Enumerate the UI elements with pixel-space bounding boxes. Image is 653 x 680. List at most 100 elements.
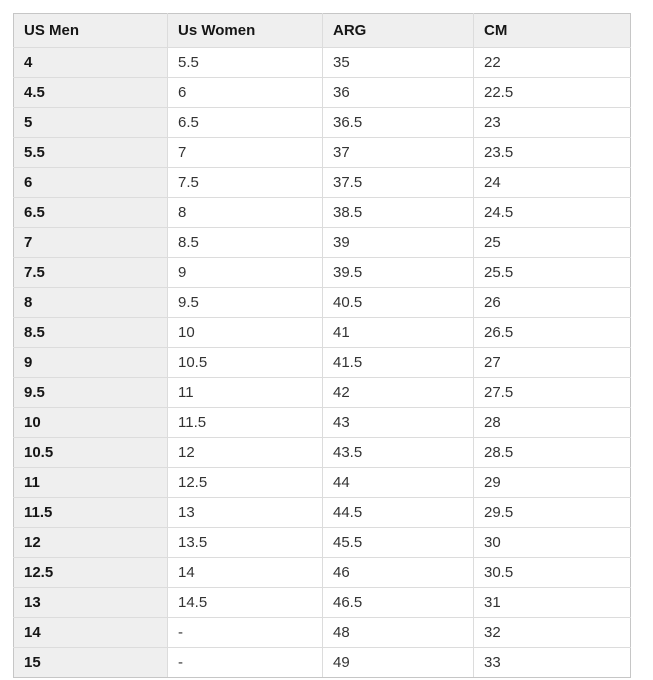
table-cell: 8.5	[167, 227, 323, 258]
row-header-cell: 4	[13, 47, 168, 78]
table-cell: 24	[473, 167, 631, 198]
table-row: 4 5.5 35 22	[13, 47, 631, 78]
column-header-arg: ARG	[322, 13, 474, 48]
table-body: 4 5.5 35 22 4.5 6 36 22.5 5 6.5 36.5 23 5.5 7 37 23.5 6 7…	[13, 47, 631, 678]
table-cell: 40.5	[322, 287, 474, 318]
table-row: 13 14.5 46.5 31	[13, 587, 631, 618]
table-row: 6.5 8 38.5 24.5	[13, 197, 631, 228]
row-header-cell: 11.5	[13, 497, 168, 528]
table-row: 5.5 7 37 23.5	[13, 137, 631, 168]
table-cell: 13	[167, 497, 323, 528]
table-cell: 46.5	[322, 587, 474, 618]
table-cell: 31	[473, 587, 631, 618]
table-cell: 8	[167, 197, 323, 228]
table-row: 8.5 10 41 26.5	[13, 317, 631, 348]
header-row: US Men Us Women ARG CM	[13, 13, 631, 48]
row-header-cell: 5.5	[13, 137, 168, 168]
row-header-cell: 7.5	[13, 257, 168, 288]
row-header-cell: 13	[13, 587, 168, 618]
table-cell: 12	[167, 437, 323, 468]
table-cell: 24.5	[473, 197, 631, 228]
row-header-cell: 15	[13, 647, 168, 678]
table-row: 14-48 32	[13, 617, 631, 648]
table-cell: 37	[322, 137, 474, 168]
table-cell: 41.5	[322, 347, 474, 378]
row-header-cell: 8	[13, 287, 168, 318]
table-cell: 45.5	[322, 527, 474, 558]
table-cell: 39	[322, 227, 474, 258]
table-cell: 22.5	[473, 77, 631, 108]
table-header: US Men Us Women ARG CM	[13, 13, 631, 48]
table-cell: 11	[167, 377, 323, 408]
table-cell: 26.5	[473, 317, 631, 348]
table-row: 8 9.5 40.5 26	[13, 287, 631, 318]
table-cell: 44.5	[322, 497, 474, 528]
table-cell: 5.5	[167, 47, 323, 78]
table-cell: 48	[322, 617, 474, 648]
table-cell: 30.5	[473, 557, 631, 588]
table-row: 10 11.5 43 28	[13, 407, 631, 438]
row-header-cell: 9	[13, 347, 168, 378]
table-cell: 44	[322, 467, 474, 498]
table-cell: 39.5	[322, 257, 474, 288]
table-cell: 36	[322, 77, 474, 108]
table-cell: 26	[473, 287, 631, 318]
table-cell: 9	[167, 257, 323, 288]
row-header-cell: 12.5	[13, 557, 168, 588]
row-header-cell: 10.5	[13, 437, 168, 468]
table-cell: 43.5	[322, 437, 474, 468]
table-cell: 28.5	[473, 437, 631, 468]
table-row: 11 12.5 44 29	[13, 467, 631, 498]
table-cell: 28	[473, 407, 631, 438]
table-cell: 7	[167, 137, 323, 168]
table-cell: 25	[473, 227, 631, 258]
column-header-us-women: Us Women	[167, 13, 323, 48]
table-cell: 13.5	[167, 527, 323, 558]
table-cell: 14.5	[167, 587, 323, 618]
table-cell: 29	[473, 467, 631, 498]
table-cell: -	[167, 617, 323, 648]
table-cell: 9.5	[167, 287, 323, 318]
row-header-cell: 12	[13, 527, 168, 558]
table-row: 9 10.5 41.5 27	[13, 347, 631, 378]
table-row: 4.5 6 36 22.5	[13, 77, 631, 108]
table-row: 12 13.5 45.5 30	[13, 527, 631, 558]
table-cell: 10.5	[167, 347, 323, 378]
table-row: 15-49 33	[13, 647, 631, 678]
row-header-cell: 6	[13, 167, 168, 198]
table-cell: 42	[322, 377, 474, 408]
table-cell: 27.5	[473, 377, 631, 408]
table-cell: 25.5	[473, 257, 631, 288]
table-cell: 22	[473, 47, 631, 78]
table-row: 5 6.5 36.5 23	[13, 107, 631, 138]
table-cell: 38.5	[322, 197, 474, 228]
row-header-cell: 4.5	[13, 77, 168, 108]
table-row: 6 7.5 37.5 24	[13, 167, 631, 198]
table-cell: 37.5	[322, 167, 474, 198]
table-cell: 43	[322, 407, 474, 438]
table-cell: 6.5	[167, 107, 323, 138]
table-cell: 6	[167, 77, 323, 108]
table-cell: 23.5	[473, 137, 631, 168]
size-conversion-table: US Men Us Women ARG CM 4 5.5 35 22 4.5 6 36 22.…	[13, 13, 631, 678]
table-cell: 29.5	[473, 497, 631, 528]
row-header-cell: 10	[13, 407, 168, 438]
row-header-cell: 11	[13, 467, 168, 498]
table-row: 9.5 11 42 27.5	[13, 377, 631, 408]
column-header-us-men: US Men	[13, 13, 168, 48]
row-header-cell: 14	[13, 617, 168, 648]
table-cell: 32	[473, 617, 631, 648]
row-header-cell: 9.5	[13, 377, 168, 408]
table-cell: 36.5	[322, 107, 474, 138]
table-cell: -	[167, 647, 323, 678]
table-cell: 27	[473, 347, 631, 378]
table-row: 7.5 9 39.5 25.5	[13, 257, 631, 288]
table-cell: 49	[322, 647, 474, 678]
table-cell: 12.5	[167, 467, 323, 498]
table-cell: 33	[473, 647, 631, 678]
table-row: 10.5 12 43.5 28.5	[13, 437, 631, 468]
row-header-cell: 8.5	[13, 317, 168, 348]
table-cell: 14	[167, 557, 323, 588]
table-cell: 10	[167, 317, 323, 348]
